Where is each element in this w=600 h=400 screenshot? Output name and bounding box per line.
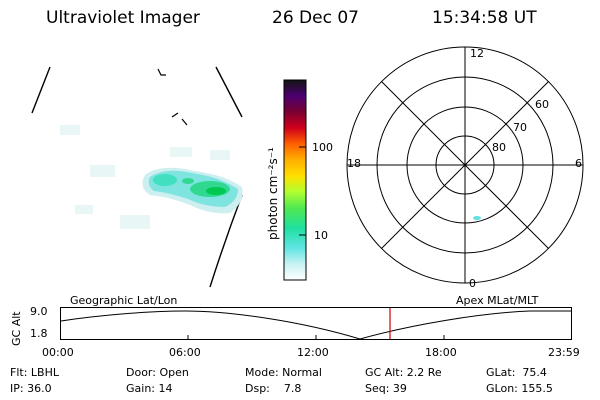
boundary-line xyxy=(31,66,51,114)
background-noise xyxy=(60,125,230,229)
timeline-xtick-1200: 12:00 xyxy=(297,346,329,359)
geographic-label: Geographic Lat/Lon xyxy=(70,294,178,307)
mlt-label-6: 6 xyxy=(575,157,582,170)
altitude-curve xyxy=(60,310,571,340)
colorbar-tick-10: 10 xyxy=(314,229,328,242)
date-label: 26 Dec 07 xyxy=(272,8,359,28)
mlt-label-18: 18 xyxy=(347,157,361,170)
dsp-value: Dsp: 7.8 xyxy=(245,382,302,395)
lat-label-80: 80 xyxy=(492,141,506,154)
gc-alt-value: GC Alt: 2.2 Re xyxy=(365,366,442,379)
app-title: Ultraviolet Imager xyxy=(46,8,200,28)
boundary-line xyxy=(215,66,243,118)
mode-value: Mode: Normal xyxy=(245,366,322,379)
lat-label-60: 60 xyxy=(535,98,549,111)
mlt-label-12: 12 xyxy=(470,47,484,60)
timeline-ytick-1-8: 1.8 xyxy=(30,327,48,340)
timeline-y-label: GC Alt xyxy=(10,311,23,346)
colorbar xyxy=(283,79,307,281)
mlt-label-0: 0 xyxy=(469,277,476,290)
polar-aurora-spot xyxy=(473,216,481,220)
timeline-ytick-9: 9.0 xyxy=(30,305,48,318)
boundary-line xyxy=(171,112,188,126)
colorbar-label: photon cm⁻²s⁻¹ xyxy=(266,147,280,240)
polar-mlt-plot xyxy=(346,46,584,284)
timeline-xtick-0600: 06:00 xyxy=(169,346,201,359)
polar-diagonal xyxy=(381,81,549,249)
aurora-emission xyxy=(142,167,243,214)
filter-value: Flt: LBHL xyxy=(10,366,59,379)
lat-label-70: 70 xyxy=(513,121,527,134)
glon-value: GLon: 155.5 xyxy=(486,382,553,395)
timeline-xtick-1800: 18:00 xyxy=(425,346,457,359)
colorbar-tick-100: 100 xyxy=(312,141,333,154)
glat-value: GLat: 75.4 xyxy=(486,366,547,379)
timeline-xtick-2359: 23:59 xyxy=(548,346,580,359)
seq-value: Seq: 39 xyxy=(365,382,407,395)
altitude-timeline xyxy=(60,307,572,340)
geographic-image-panel xyxy=(31,66,243,288)
ip-value: IP: 36.0 xyxy=(10,382,52,395)
boundary-line xyxy=(157,68,166,76)
apex-label: Apex MLat/MLT xyxy=(456,294,539,307)
time-label: 15:34:58 UT xyxy=(432,8,537,28)
door-value: Door: Open xyxy=(126,366,189,379)
gain-value: Gain: 14 xyxy=(126,382,173,395)
timeline-xtick-0000: 00:00 xyxy=(42,346,74,359)
